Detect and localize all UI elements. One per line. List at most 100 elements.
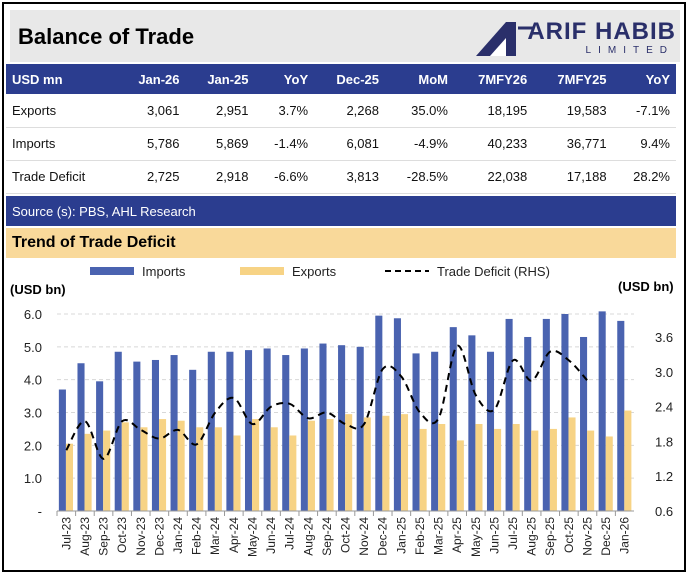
col-header: USD mn	[6, 64, 117, 94]
imports-bar	[542, 318, 550, 511]
table-cell: Exports	[6, 94, 117, 128]
imports-bar	[580, 336, 588, 511]
imports-bar	[449, 327, 457, 511]
x-tick-label: Jun-24	[264, 517, 278, 554]
right-tick-label: 2.4	[655, 400, 673, 415]
imports-bar	[598, 311, 606, 511]
legend-label: Trade Deficit (RHS)	[437, 264, 550, 279]
imports-bar	[170, 355, 178, 511]
table-cell: 5,869	[185, 127, 255, 161]
exports-bar	[456, 440, 464, 511]
imports-bar	[468, 335, 476, 511]
table-cell: -6.6%	[254, 160, 315, 194]
imports-bar	[244, 350, 253, 511]
table-cell: 2,268	[314, 94, 385, 128]
x-tick-label: Dec-23	[152, 517, 166, 556]
col-header: 7MFY25	[533, 64, 613, 94]
exports-bar	[158, 419, 167, 511]
col-header: Dec-25	[314, 64, 385, 94]
x-tick-label: Nov-24	[357, 517, 371, 556]
col-header: YoY	[254, 64, 315, 94]
exports-bar	[400, 414, 409, 511]
col-header: MoM	[384, 64, 454, 94]
exports-bar	[233, 435, 241, 511]
table-cell: -4.9%	[384, 127, 454, 161]
exports-bar	[177, 420, 185, 511]
trade-chart: - 1.0 2.0 3.0 4.0 5.0 6.0 0.6 1.2 1.8 2.4 3.0 3.6 (US…	[10, 264, 674, 557]
x-tick-label: Nov-23	[134, 517, 148, 556]
x-tick-label: Jan-26	[618, 517, 632, 554]
exports-bar	[624, 410, 632, 511]
imports-bar	[58, 389, 66, 511]
imports-bar	[338, 345, 346, 511]
imports-bar	[226, 351, 234, 511]
trade-deficit-line	[65, 344, 589, 460]
table-cell: -7.1%	[612, 94, 676, 128]
left-tick-label: 4.0	[24, 373, 42, 388]
imports-bar	[300, 348, 308, 511]
imports-bar	[486, 351, 495, 511]
imports-bar	[505, 318, 513, 511]
imports-bar	[375, 315, 383, 511]
table-cell: 2,951	[185, 94, 255, 128]
x-tick-label: Oct-24	[339, 517, 353, 553]
right-tick-label: 1.2	[655, 469, 673, 484]
x-tick-label: Apr-25	[450, 517, 464, 553]
exports-bar	[252, 419, 260, 511]
exports-bar	[121, 422, 129, 511]
legend-label: Exports	[292, 264, 337, 279]
x-tick-label: Aug-23	[78, 517, 92, 556]
imports-bar	[356, 346, 364, 511]
table-cell: -28.5%	[384, 160, 454, 194]
table-cell: 2,725	[116, 160, 186, 194]
x-tick-label: Dec-25	[599, 517, 613, 556]
page-title: Balance of Trade	[18, 24, 195, 49]
source-note: Source (s): PBS, AHL Research	[6, 196, 676, 226]
imports-bar	[282, 355, 290, 511]
left-tick-label: 6.0	[24, 307, 42, 322]
legend-swatch	[90, 267, 134, 275]
table-cell: Imports	[6, 127, 117, 161]
imports-bar	[77, 363, 85, 511]
col-header: Jan-25	[185, 64, 255, 94]
exports-bar	[549, 428, 557, 511]
x-tick-label: Feb-24	[190, 517, 204, 555]
col-header: Jan-26	[116, 64, 186, 94]
exports-bar	[140, 427, 148, 511]
imports-bar	[393, 318, 401, 511]
table-cell: 18,195	[453, 94, 534, 128]
imports-bar	[617, 320, 625, 511]
exports-bar	[84, 433, 92, 511]
exports-bar	[531, 430, 539, 511]
x-tick-label: Jul-23	[59, 517, 73, 550]
legend-swatch	[240, 267, 284, 275]
imports-bar	[524, 336, 532, 511]
table-header: USD mn Jan-26 Jan-25 YoY Dec-25 MoM 7MFY…	[6, 64, 676, 94]
x-tick-label: Feb-25	[413, 517, 427, 555]
right-tick-label: 3.6	[655, 330, 673, 345]
exports-bar	[494, 428, 502, 511]
imports-bar	[151, 359, 159, 511]
left-tick-label: 5.0	[24, 340, 42, 355]
exports-bar	[103, 430, 111, 511]
x-tick-label: Aug-24	[301, 517, 315, 556]
table-cell: 2,918	[185, 160, 255, 194]
table-cell: 17,188	[533, 160, 613, 194]
x-tick-label: May-24	[245, 517, 259, 557]
imports-bar	[412, 353, 420, 511]
table-cell: 9.4%	[612, 127, 676, 161]
logo-sub: LIMITED	[585, 45, 674, 56]
table-cell: 28.2%	[612, 160, 676, 194]
x-tick-label: Nov-25	[580, 517, 594, 556]
exports-bar	[587, 430, 595, 511]
left-tick-label: 3.0	[24, 406, 42, 421]
table-cell: 40,233	[453, 127, 534, 161]
table-row: Trade Deficit 2,725 2,918 -6.6% 3,813 -28.5% 2…	[6, 160, 676, 194]
imports-bar	[319, 343, 327, 511]
x-tick-label: Oct-25	[562, 517, 576, 553]
imports-bar	[189, 369, 197, 511]
exports-bar	[419, 428, 427, 511]
left-axis-label: (USD bn)	[10, 282, 66, 297]
col-header: 7MFY26	[453, 64, 534, 94]
exports-bar	[196, 427, 204, 511]
